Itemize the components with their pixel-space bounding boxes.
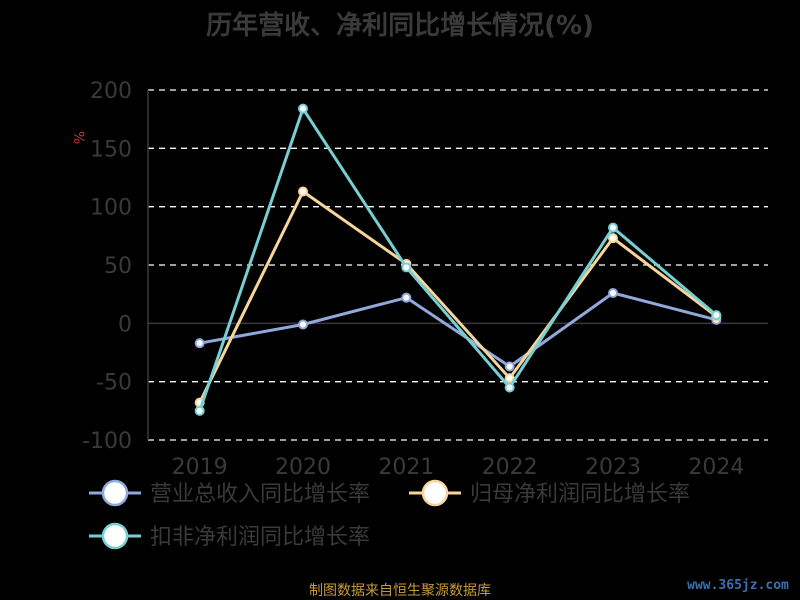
watermark: www.365jz.com bbox=[687, 578, 789, 593]
data-point bbox=[401, 292, 412, 303]
legend-swatch-marker bbox=[421, 479, 449, 507]
data-point bbox=[298, 186, 308, 197]
x-tick-label: 2019 bbox=[172, 455, 228, 480]
legend-item[interactable]: 扣非净利润同比增长率 bbox=[89, 522, 370, 550]
data-point bbox=[298, 103, 308, 114]
data-point bbox=[504, 373, 515, 384]
data-point bbox=[504, 382, 515, 393]
y-tick-label: 150 bbox=[90, 137, 132, 162]
legend-item[interactable]: 归母净利润同比增长率 bbox=[409, 479, 690, 507]
x-tick-label: 2023 bbox=[585, 455, 641, 480]
series-line bbox=[198, 190, 718, 405]
legend-swatch-marker bbox=[101, 522, 129, 550]
series-layer bbox=[194, 103, 722, 416]
grid-layer bbox=[148, 89, 768, 441]
x-tick-label: 2020 bbox=[275, 455, 331, 480]
axis-layer: 200 150 100 50 0 -50 -100 2019 2020 2021 2022 2023 2… bbox=[82, 79, 768, 480]
data-point bbox=[711, 310, 722, 321]
legend-label: 扣非净利润同比增长率 bbox=[150, 525, 370, 550]
series-line bbox=[198, 291, 718, 368]
x-tick-label: 2024 bbox=[688, 455, 744, 480]
data-point bbox=[608, 222, 618, 233]
data-point bbox=[298, 319, 308, 330]
data-point bbox=[608, 288, 618, 298]
x-tick-label: 2022 bbox=[482, 455, 538, 480]
y-tick-label: -50 bbox=[96, 371, 132, 396]
y-axis-unit: % bbox=[70, 131, 86, 144]
y-tick-label: 50 bbox=[104, 254, 132, 279]
data-point bbox=[194, 405, 205, 416]
legend-swatch-marker bbox=[101, 479, 129, 507]
data-point bbox=[608, 233, 618, 244]
series-line bbox=[198, 107, 718, 413]
data-point bbox=[504, 361, 515, 372]
y-tick-label: 200 bbox=[90, 79, 132, 104]
x-tick-label: 2021 bbox=[378, 455, 434, 480]
y-tick-label: 0 bbox=[118, 312, 132, 337]
legend-label: 归母净利润同比增长率 bbox=[470, 482, 690, 507]
legend-label: 营业总收入同比增长率 bbox=[150, 482, 370, 507]
chart-title: 历年营收、净利同比增长情况(%) bbox=[206, 10, 594, 41]
y-tick-label: -100 bbox=[82, 429, 132, 454]
y-tick-label: 100 bbox=[90, 196, 132, 221]
source-note: 制图数据来自恒生聚源数据库 bbox=[309, 583, 491, 599]
data-point bbox=[194, 338, 205, 349]
legend-item[interactable]: 营业总收入同比增长率 bbox=[89, 479, 370, 507]
data-point bbox=[401, 262, 412, 273]
